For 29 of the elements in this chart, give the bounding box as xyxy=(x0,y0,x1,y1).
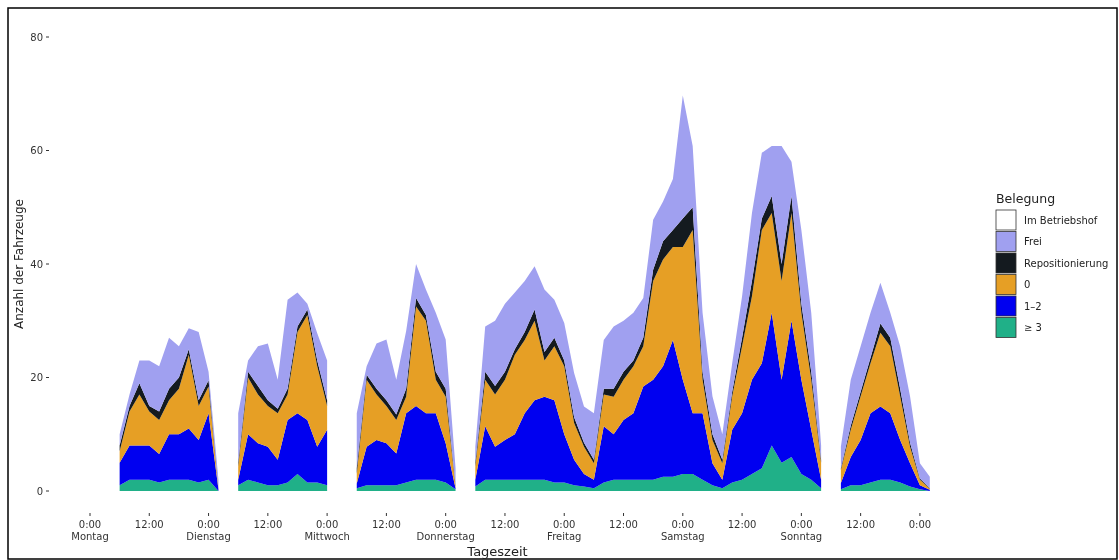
y-tick-label: 20 xyxy=(30,372,43,383)
y-axis-title: Anzahl der Fahrzeuge xyxy=(12,199,26,329)
legend-label: Frei xyxy=(1024,236,1042,247)
x-tick-label: 0:00 xyxy=(908,519,932,530)
x-tick-label: 0:00 Dienstag xyxy=(186,519,231,542)
legend-label: Repositionierung xyxy=(1024,257,1109,269)
x-tick-label: 0:00 Samstag xyxy=(660,519,705,542)
x-axis-title: Tageszeit xyxy=(466,544,528,559)
x-tick-label: 0:00 Donnerstag xyxy=(416,519,475,542)
x-tick-label: 0:00 Mittwoch xyxy=(304,519,350,542)
x-tick-label: 0:00 Freitag xyxy=(547,519,582,542)
legend-label: Im Betriebshof xyxy=(1024,214,1098,226)
legend-label: 1–2 xyxy=(1024,300,1042,312)
x-tick-label: 12:00 xyxy=(846,519,876,530)
x-tick-label: 12:00 xyxy=(253,519,283,530)
y-tick-label: 60 xyxy=(30,145,43,156)
y-tick-label: 0 xyxy=(36,485,43,497)
legend-label: ≥ 3 xyxy=(1024,322,1042,333)
x-tick-label: 0:00 Montag xyxy=(71,519,109,542)
x-tick-label: 12:00 xyxy=(134,519,164,530)
y-tick-label: 80 xyxy=(30,31,43,43)
x-tick-label: 0:00 Sonntag xyxy=(780,519,823,542)
x-tick-label: 12:00 xyxy=(727,519,757,530)
y-tick-label: 40 xyxy=(30,258,43,270)
x-tick-label: 12:00 xyxy=(490,519,520,530)
x-tick-label: 12:00 xyxy=(609,519,638,530)
legend-title: Belegung xyxy=(996,191,1056,206)
legend-label: 0 xyxy=(1024,279,1031,290)
x-tick-label: 12:00 xyxy=(371,519,401,530)
